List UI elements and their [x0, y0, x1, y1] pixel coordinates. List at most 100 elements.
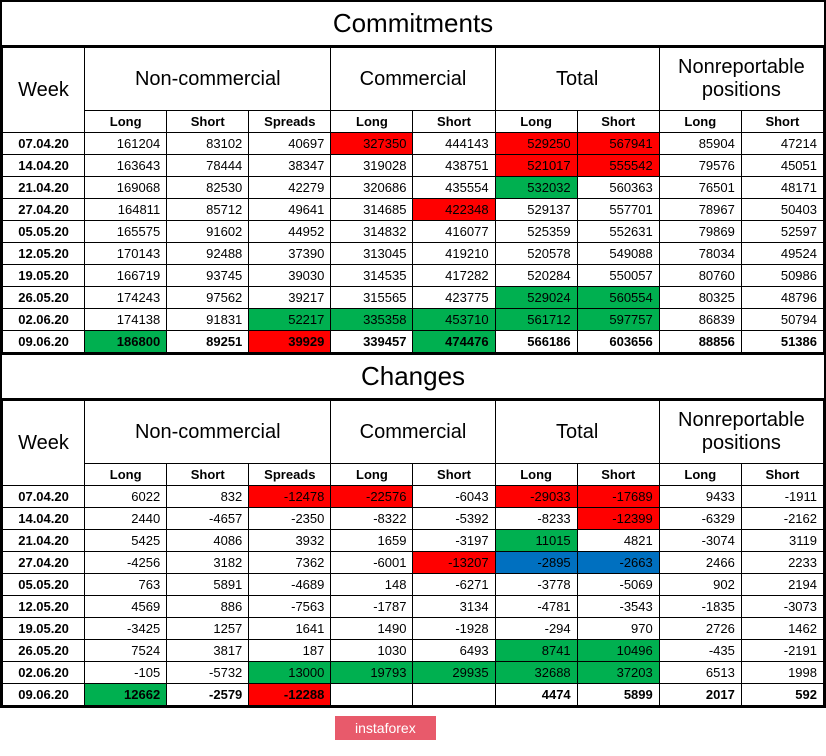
group-header: Total: [495, 48, 659, 111]
data-cell: -435: [659, 640, 741, 662]
data-cell: 91602: [167, 221, 249, 243]
data-cell: 970: [577, 618, 659, 640]
week-cell: 12.05.20: [3, 243, 85, 265]
data-cell: -5069: [577, 574, 659, 596]
data-cell: 2194: [741, 574, 823, 596]
table-row: 02.06.2017413891831522173353584537105617…: [3, 309, 824, 331]
data-cell: 161204: [85, 133, 167, 155]
data-cell: 557701: [577, 199, 659, 221]
data-cell: 4474: [495, 684, 577, 706]
changes-title: Changes: [2, 353, 824, 400]
data-cell: 314832: [331, 221, 413, 243]
column-subheader: Short: [413, 464, 495, 486]
column-subheader: Short: [741, 464, 823, 486]
data-cell: 314535: [331, 265, 413, 287]
data-cell: 560363: [577, 177, 659, 199]
data-cell: -3425: [85, 618, 167, 640]
data-cell: 7362: [249, 552, 331, 574]
data-cell: -5392: [413, 508, 495, 530]
data-cell: 52217: [249, 309, 331, 331]
data-cell: 93745: [167, 265, 249, 287]
table-row: 27.04.2016481185712496413146854223485291…: [3, 199, 824, 221]
data-cell: 5891: [167, 574, 249, 596]
data-cell: 1030: [331, 640, 413, 662]
commitments-table: WeekNon-commercialCommercialTotalNonrepo…: [2, 47, 824, 353]
data-cell: -2162: [741, 508, 823, 530]
column-subheader: Short: [577, 464, 659, 486]
data-cell: 78967: [659, 199, 741, 221]
data-cell: 313045: [331, 243, 413, 265]
data-cell: 174138: [85, 309, 167, 331]
data-cell: 520284: [495, 265, 577, 287]
data-cell: 85712: [167, 199, 249, 221]
data-cell: -2350: [249, 508, 331, 530]
data-cell: 91831: [167, 309, 249, 331]
data-cell: 549088: [577, 243, 659, 265]
table-row: 12.05.204569886-7563-17873134-4781-3543-…: [3, 596, 824, 618]
column-subheader: Long: [659, 111, 741, 133]
data-cell: 48796: [741, 287, 823, 309]
data-cell: 1998: [741, 662, 823, 684]
data-cell: 3182: [167, 552, 249, 574]
changes-header: WeekNon-commercialCommercialTotalNonrepo…: [3, 401, 824, 486]
data-cell: -105: [85, 662, 167, 684]
data-cell: 525359: [495, 221, 577, 243]
week-cell: 02.06.20: [3, 309, 85, 331]
week-cell: 27.04.20: [3, 552, 85, 574]
data-cell: 416077: [413, 221, 495, 243]
column-subheader: Long: [85, 464, 167, 486]
data-cell: -2191: [741, 640, 823, 662]
data-cell: 3134: [413, 596, 495, 618]
table-row: 14.04.202440-4657-2350-8322-5392-8233-12…: [3, 508, 824, 530]
group-header: Non-commercial: [85, 401, 331, 464]
data-cell: 2440: [85, 508, 167, 530]
table-row: 05.05.2016557591602449523148324160775253…: [3, 221, 824, 243]
data-cell: -1911: [741, 486, 823, 508]
data-cell: 39217: [249, 287, 331, 309]
data-cell: -6271: [413, 574, 495, 596]
data-cell: 339457: [331, 331, 413, 353]
data-cell: 550057: [577, 265, 659, 287]
data-cell: 163643: [85, 155, 167, 177]
data-cell: -7563: [249, 596, 331, 618]
data-cell: 187: [249, 640, 331, 662]
data-cell: 86839: [659, 309, 741, 331]
week-header: Week: [3, 401, 85, 486]
column-subheader: Long: [85, 111, 167, 133]
table-row: 19.05.20-3425125716411490-1928-294970272…: [3, 618, 824, 640]
table-row: 26.05.2017424397562392173155654237755290…: [3, 287, 824, 309]
data-cell: -22576: [331, 486, 413, 508]
column-subheader: Spreads: [249, 464, 331, 486]
column-subheader: Short: [577, 111, 659, 133]
data-cell: 83102: [167, 133, 249, 155]
data-cell: 3119: [741, 530, 823, 552]
data-cell: 561712: [495, 309, 577, 331]
data-cell: 97562: [167, 287, 249, 309]
group-header: Total: [495, 401, 659, 464]
table-row: 26.05.207524381718710306493874110496-435…: [3, 640, 824, 662]
column-subheader: Short: [167, 464, 249, 486]
data-cell: 50986: [741, 265, 823, 287]
data-cell: 29935: [413, 662, 495, 684]
data-cell: 47214: [741, 133, 823, 155]
week-cell: 02.06.20: [3, 662, 85, 684]
week-cell: 19.05.20: [3, 618, 85, 640]
data-cell: 169068: [85, 177, 167, 199]
watermark-label: instaforex: [335, 716, 436, 740]
data-cell: -8322: [331, 508, 413, 530]
data-cell: 1257: [167, 618, 249, 640]
data-cell: 39929: [249, 331, 331, 353]
week-cell: 14.04.20: [3, 155, 85, 177]
data-cell: 13000: [249, 662, 331, 684]
data-cell: 4569: [85, 596, 167, 618]
data-cell: 319028: [331, 155, 413, 177]
data-cell: 49641: [249, 199, 331, 221]
commitments-title: Commitments: [2, 2, 824, 47]
data-cell: -29033: [495, 486, 577, 508]
data-cell: 49524: [741, 243, 823, 265]
data-cell: 174243: [85, 287, 167, 309]
data-cell: 2726: [659, 618, 741, 640]
data-cell: -6001: [331, 552, 413, 574]
data-cell: 552631: [577, 221, 659, 243]
data-cell: 529024: [495, 287, 577, 309]
